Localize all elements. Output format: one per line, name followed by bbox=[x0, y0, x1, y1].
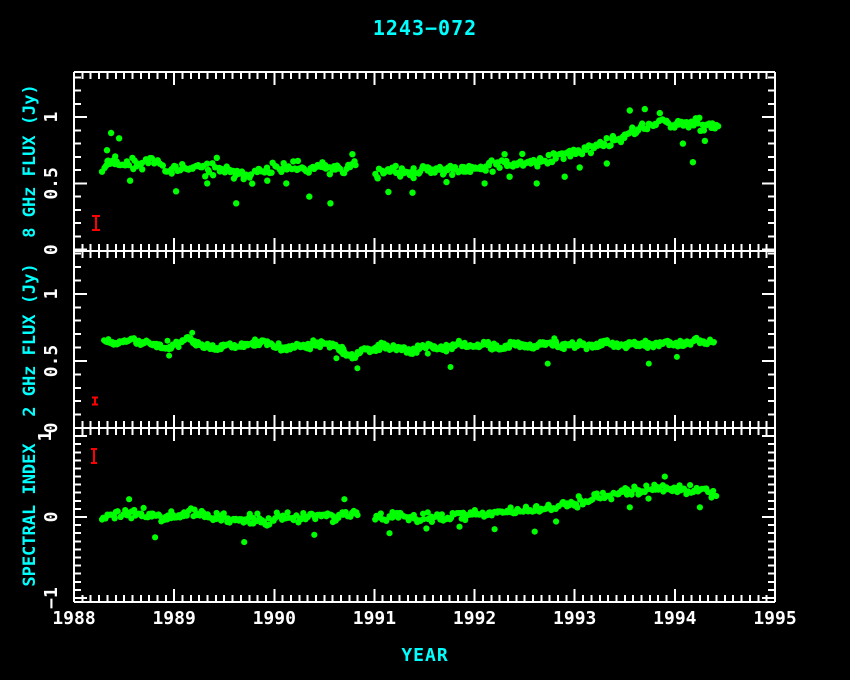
y-tick-label: 0 bbox=[41, 244, 62, 255]
x-tick-label: 1991 bbox=[353, 608, 396, 629]
x-tick-label: 1990 bbox=[253, 608, 296, 629]
y-tick-label: 0 bbox=[41, 512, 62, 523]
x-tick-label: 1988 bbox=[52, 608, 95, 629]
panel-0-y-ticks bbox=[74, 76, 775, 251]
y-tick-label: 1 bbox=[35, 431, 56, 442]
panel-2-y-ticks bbox=[74, 435, 775, 599]
x-axis-label: YEAR bbox=[401, 645, 449, 666]
x-tick-label: 1993 bbox=[553, 608, 596, 629]
x-axis-ticks bbox=[73, 72, 776, 602]
y-tick-label: −1 bbox=[41, 587, 62, 609]
y-tick-label: 0.5 bbox=[41, 345, 62, 378]
y-tick-label: 1 bbox=[41, 112, 62, 123]
y-tick-label: 1 bbox=[41, 288, 62, 299]
panel-1-error-bar bbox=[92, 396, 99, 406]
panel-2-error-bar bbox=[91, 448, 98, 465]
chart-title: 1243−072 bbox=[372, 16, 478, 40]
x-tick-label: 1989 bbox=[152, 608, 195, 629]
panel-1-data-points bbox=[101, 329, 717, 372]
panel-0-error-bar bbox=[92, 215, 101, 232]
panel-0-data-points bbox=[98, 105, 722, 207]
x-tick-label: 1994 bbox=[653, 608, 697, 629]
plot-frame bbox=[73, 71, 776, 603]
x-tick-label: 1992 bbox=[453, 608, 496, 629]
y-tick-label: 0 bbox=[41, 423, 62, 434]
panel-2-data-points bbox=[98, 473, 720, 546]
x-tick-label: 1995 bbox=[753, 608, 796, 629]
y-tick-label: 0.5 bbox=[41, 167, 62, 200]
